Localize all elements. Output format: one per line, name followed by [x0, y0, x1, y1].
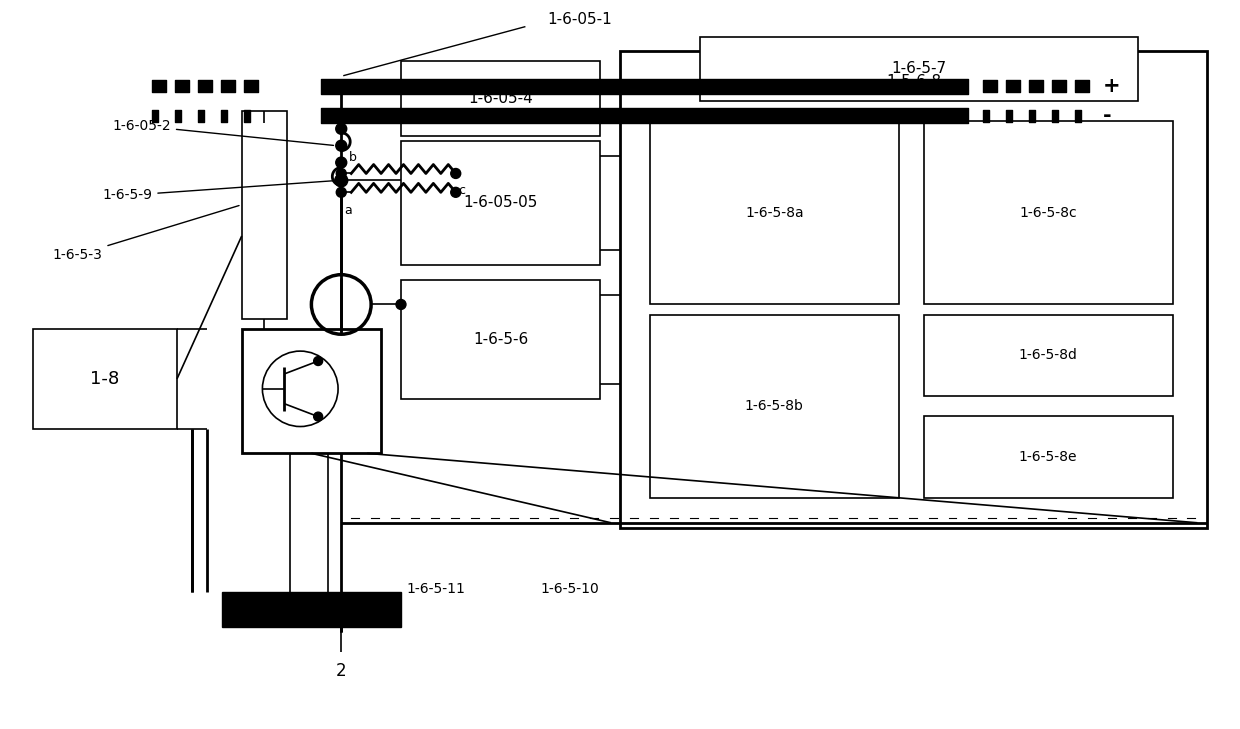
Circle shape: [336, 123, 347, 134]
Text: 1-5-6-8: 1-5-6-8: [887, 74, 941, 89]
Bar: [650, 121, 899, 304]
Circle shape: [451, 168, 461, 179]
Bar: [924, 121, 1173, 304]
Text: 1-6-5-9: 1-6-5-9: [103, 181, 336, 203]
Text: 1-6-5-11: 1-6-5-11: [407, 582, 465, 596]
Text: 1-6-05-05: 1-6-05-05: [464, 195, 538, 210]
Text: 1-6-5-6: 1-6-5-6: [472, 332, 528, 347]
Text: 1-6-5-8e: 1-6-5-8e: [1019, 450, 1078, 464]
Bar: [401, 61, 600, 136]
Text: 1-6-5-8d: 1-6-5-8d: [1018, 348, 1078, 362]
Bar: [401, 280, 600, 399]
Text: 1-6-5-3: 1-6-5-3: [52, 206, 239, 262]
Text: b: b: [350, 151, 357, 163]
Circle shape: [396, 300, 405, 309]
Bar: [924, 315, 1173, 397]
Text: +: +: [1102, 76, 1121, 96]
Bar: [222, 592, 401, 627]
Circle shape: [336, 140, 347, 151]
Bar: [924, 416, 1173, 498]
Text: 1-8: 1-8: [91, 370, 119, 388]
Bar: [699, 36, 1137, 101]
Bar: [32, 330, 177, 429]
Circle shape: [336, 176, 346, 185]
Text: -: -: [1102, 106, 1111, 126]
Text: a: a: [345, 204, 352, 217]
Text: c: c: [459, 184, 466, 197]
Text: 2: 2: [336, 662, 346, 679]
Text: 1-6-5-8c: 1-6-5-8c: [1019, 206, 1076, 219]
Circle shape: [451, 187, 461, 198]
Text: 1-6-05-1: 1-6-05-1: [548, 12, 613, 27]
Circle shape: [336, 157, 347, 168]
Text: 1-6-05-2: 1-6-05-2: [113, 119, 334, 145]
Circle shape: [336, 168, 346, 179]
Text: 1-6-05-4: 1-6-05-4: [469, 91, 533, 106]
Circle shape: [335, 110, 347, 122]
Circle shape: [335, 80, 347, 92]
Circle shape: [335, 174, 347, 187]
Text: 1-6-5-8a: 1-6-5-8a: [745, 206, 804, 219]
Text: 1-6-5-8b: 1-6-5-8b: [745, 399, 804, 413]
Circle shape: [314, 356, 322, 365]
Text: 1-6-5-10: 1-6-5-10: [541, 582, 600, 596]
Circle shape: [336, 187, 346, 198]
Circle shape: [314, 412, 322, 421]
Bar: [242, 111, 286, 319]
Bar: [620, 52, 1208, 528]
Bar: [401, 141, 600, 265]
Bar: [650, 315, 899, 498]
Text: 1-6-5-7: 1-6-5-7: [892, 61, 946, 77]
Bar: [242, 330, 381, 453]
